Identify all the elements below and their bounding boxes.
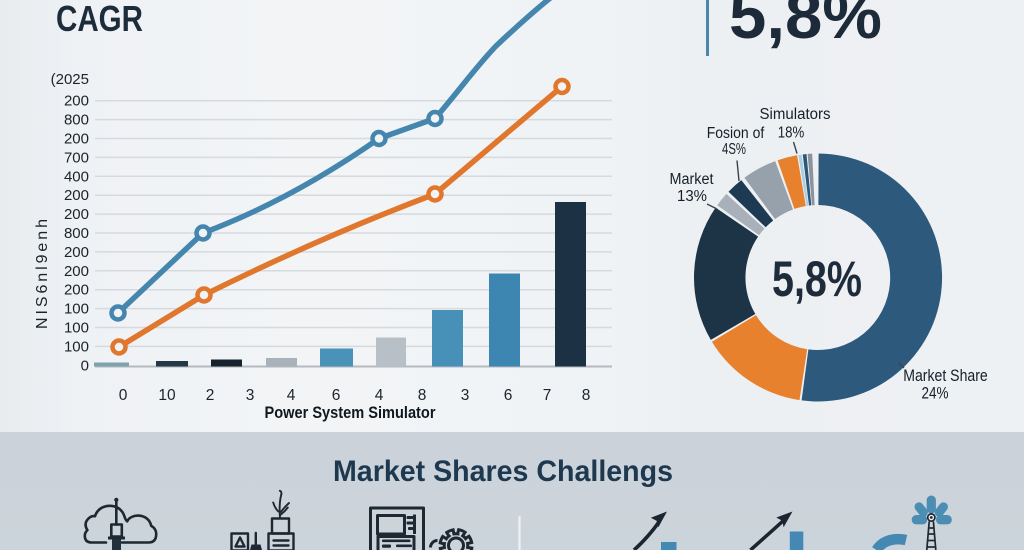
- svg-text:0: 0: [119, 387, 128, 404]
- svg-text:CAGR: CAGR: [56, 0, 143, 39]
- svg-text:200: 200: [64, 282, 89, 299]
- svg-text:200: 200: [64, 187, 89, 204]
- svg-text:Market: Market: [670, 171, 715, 188]
- svg-text:5,8%: 5,8%: [772, 251, 862, 307]
- svg-text:NIS6nl9enh: NIS6nl9enh: [34, 219, 51, 329]
- svg-text:100: 100: [64, 338, 89, 355]
- svg-text:(2025: (2025: [51, 71, 89, 88]
- svg-text:18%: 18%: [778, 125, 805, 142]
- svg-text:100: 100: [64, 301, 89, 318]
- svg-text:Market Shares Challengs: Market Shares Challengs: [333, 455, 673, 488]
- svg-text:10: 10: [158, 387, 176, 404]
- svg-text:3: 3: [461, 387, 470, 404]
- svg-text:7: 7: [543, 387, 552, 404]
- svg-text:2: 2: [206, 387, 215, 404]
- svg-text:0: 0: [81, 357, 89, 374]
- svg-text:200: 200: [64, 263, 89, 280]
- svg-text:700: 700: [64, 149, 89, 166]
- svg-text:6: 6: [504, 387, 513, 404]
- svg-text:24%: 24%: [922, 385, 949, 403]
- svg-text:Market Share: Market Share: [903, 367, 988, 385]
- svg-text:800: 800: [64, 112, 89, 129]
- svg-text:4S%: 4S%: [722, 141, 746, 158]
- svg-text:8: 8: [582, 387, 591, 404]
- svg-text:100: 100: [64, 320, 89, 337]
- svg-text:200: 200: [64, 206, 89, 223]
- svg-text:4: 4: [287, 387, 296, 404]
- svg-text:Fosion of: Fosion of: [707, 125, 765, 142]
- svg-text:200: 200: [64, 131, 89, 148]
- svg-text:5,8%: 5,8%: [729, 0, 882, 52]
- svg-text:4: 4: [375, 387, 384, 404]
- svg-text:200: 200: [64, 93, 89, 110]
- svg-text:3: 3: [246, 387, 255, 404]
- svg-text:800: 800: [64, 225, 89, 242]
- svg-text:6: 6: [332, 387, 341, 404]
- svg-text:Simulators: Simulators: [760, 106, 831, 123]
- svg-text:200: 200: [64, 244, 89, 261]
- svg-text:Power System Simulator: Power System Simulator: [265, 404, 437, 422]
- svg-text:400: 400: [64, 168, 89, 185]
- svg-text:8: 8: [418, 387, 427, 404]
- svg-text:13%: 13%: [677, 188, 707, 205]
